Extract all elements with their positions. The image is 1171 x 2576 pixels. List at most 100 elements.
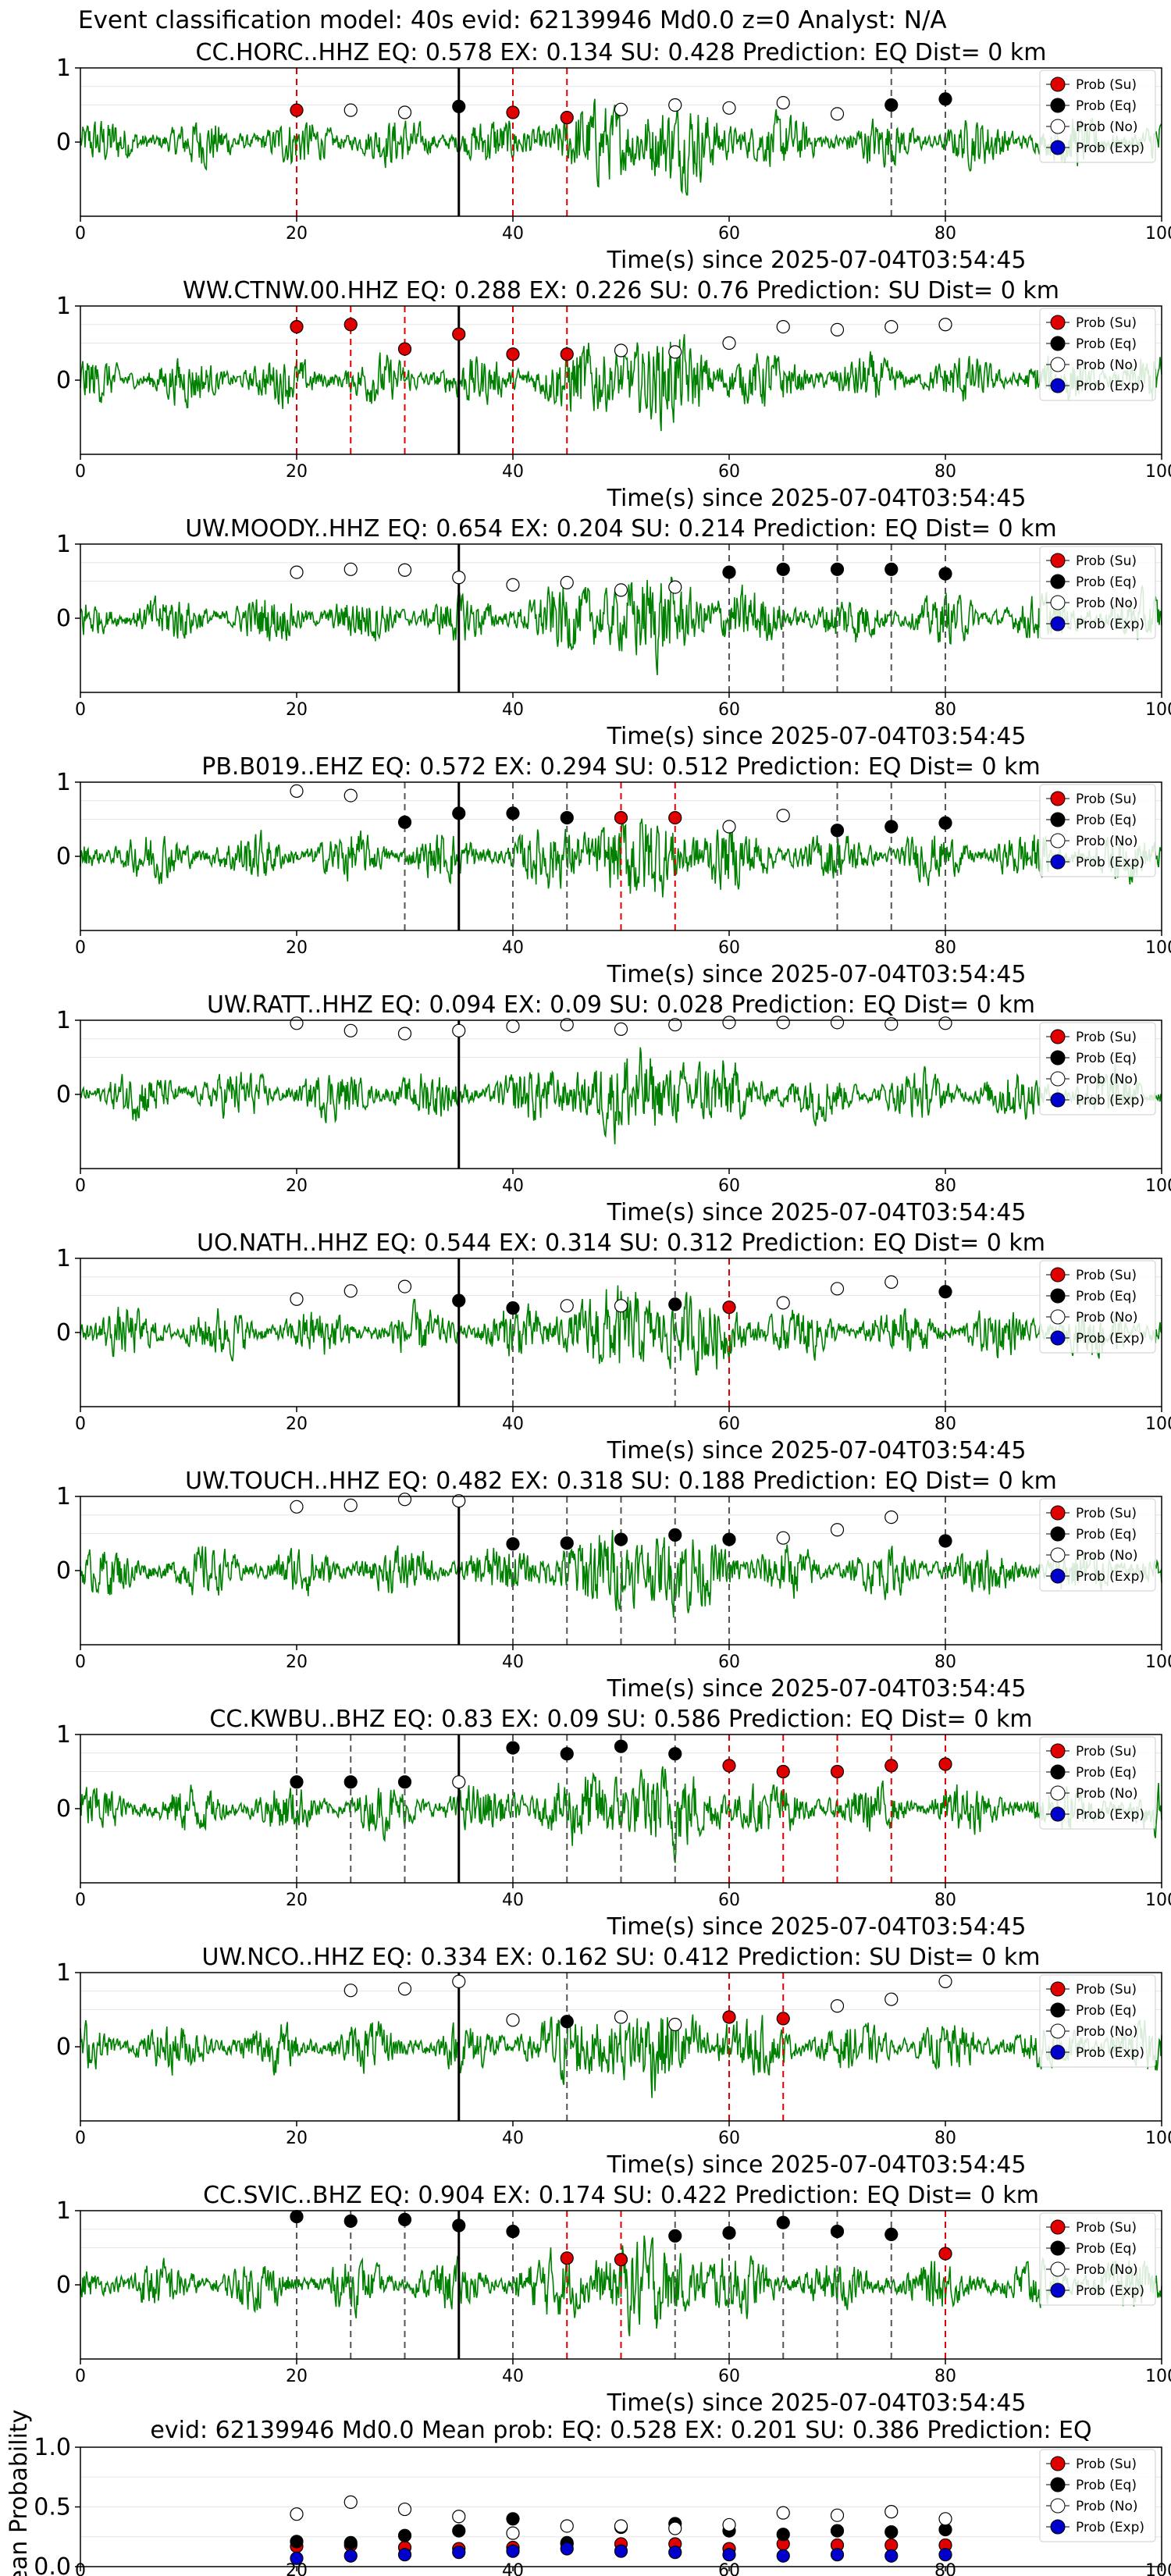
x-tick-label: 100 [1145, 2561, 1171, 2576]
mean-point-eq [290, 2535, 304, 2549]
legend-marker-no [1050, 2023, 1066, 2039]
legend-label-no: Prob (No) [1076, 119, 1138, 135]
legend-marker-exp [1050, 2044, 1066, 2060]
x-tick-label: 100 [1145, 224, 1171, 244]
prob-point-no [290, 784, 304, 799]
station-panel: CC.SVIC..BHZ EQ: 0.904 EX: 0.174 SU: 0.4… [56, 2182, 1171, 2417]
station-panel: UW.RATT..HHZ EQ: 0.094 EX: 0.09 SU: 0.02… [56, 991, 1171, 1226]
y-tick-label: 0 [56, 129, 71, 156]
mean-point-eq [397, 2528, 412, 2542]
panel-title: UW.TOUCH..HHZ EQ: 0.482 EX: 0.318 SU: 0.… [185, 1468, 1057, 1495]
legend-marker-no [1050, 119, 1066, 134]
x-tick-label: 20 [286, 2129, 308, 2148]
legend-box [1039, 69, 1156, 163]
legend-box [1039, 546, 1156, 639]
prob-point-no [614, 1022, 628, 1037]
x-tick-label: 0 [75, 462, 86, 482]
legend-marker-no [1050, 833, 1066, 849]
waveform-trace [80, 334, 1162, 432]
legend-marker-su [1050, 1981, 1066, 1997]
prob-point-no [830, 1016, 845, 1030]
x-tick-label: 100 [1145, 462, 1171, 482]
figure-title: Event classification model: 40s evid: 62… [78, 6, 947, 34]
waveform-trace [80, 98, 1162, 196]
waveform-trace [80, 1529, 1162, 1618]
x-axis-label: Time(s) since 2025-07-04T03:54:45 [607, 723, 1027, 750]
panel-title: CC.HORC..HHZ EQ: 0.578 EX: 0.134 SU: 0.4… [196, 39, 1047, 66]
x-tick-label: 0 [75, 224, 86, 244]
prob-point-su [614, 810, 628, 825]
legend-marker-no [1050, 595, 1066, 610]
legend-marker-no [1050, 1309, 1066, 1325]
prob-point-eq [884, 820, 899, 834]
x-tick-label: 80 [934, 1891, 956, 1910]
prob-point-no [290, 1016, 304, 1030]
prob-point-eq [884, 562, 899, 576]
prob-point-eq [668, 2229, 682, 2243]
mean-point-no [668, 2521, 682, 2535]
mean-point-exp [506, 2544, 520, 2558]
x-tick-label: 0 [75, 1653, 86, 1672]
legend-marker-no [1050, 357, 1066, 372]
legend-label-no: Prob (No) [1076, 1072, 1138, 1087]
prob-point-no [776, 1016, 790, 1030]
mean-point-no [722, 2517, 736, 2532]
prob-point-eq [452, 806, 466, 820]
prob-point-no [452, 1494, 466, 1508]
legend-marker-exp [1050, 1806, 1066, 1822]
legend-marker-su [1050, 1267, 1066, 1283]
legend-label-exp: Prob (Exp) [1076, 2283, 1144, 2299]
panel-title: WW.CTNW.00.HHZ EQ: 0.288 EX: 0.226 SU: 0… [183, 277, 1059, 304]
legend-box [1039, 2212, 1156, 2306]
y-tick-label: 1 [56, 769, 71, 796]
prob-point-su [560, 2251, 574, 2265]
prob-point-su [290, 103, 304, 117]
x-tick-label: 40 [502, 2367, 524, 2386]
x-tick-label: 80 [934, 1414, 956, 1434]
prob-point-eq [722, 1532, 736, 1546]
y-tick-label: 0 [56, 605, 71, 632]
legend-marker-su [1050, 76, 1066, 92]
panel-title: UW.RATT..HHZ EQ: 0.094 EX: 0.09 SU: 0.02… [207, 991, 1035, 1019]
y-tick-label: 0.5 [34, 2494, 71, 2521]
legend-box [1039, 2449, 1156, 2542]
x-tick-label: 20 [286, 1891, 308, 1910]
prob-point-no [614, 1299, 628, 1313]
prob-point-eq [668, 1528, 682, 1542]
y-tick-label: 1.0 [34, 2434, 71, 2461]
x-tick-label: 80 [934, 2561, 956, 2576]
prob-point-eq [938, 816, 952, 830]
prob-point-no [884, 1510, 899, 1525]
legend-marker-eq [1050, 1764, 1066, 1780]
legend-label-no: Prob (No) [1076, 2262, 1138, 2278]
x-tick-label: 20 [286, 224, 308, 244]
x-axis-label: Time(s) since 2025-07-04T03:54:45 [607, 961, 1027, 988]
y-tick-label: 0 [56, 843, 71, 870]
x-tick-label: 80 [934, 2129, 956, 2148]
prob-point-su [776, 1764, 790, 1779]
prob-point-no [668, 2017, 682, 2032]
legend-marker-exp [1050, 140, 1066, 155]
panel-title: CC.KWBU..BHZ EQ: 0.83 EX: 0.09 SU: 0.586… [209, 1706, 1032, 1733]
legend-label-no: Prob (No) [1076, 358, 1138, 373]
x-tick-label: 40 [502, 700, 524, 720]
legend-label-su: Prob (Su) [1076, 1030, 1137, 1045]
prob-point-eq [452, 1293, 466, 1308]
prob-point-su [830, 1764, 845, 1779]
legend-label-exp: Prob (Exp) [1076, 1569, 1144, 1585]
mean-point-exp [668, 2546, 682, 2560]
prob-point-su [938, 1757, 952, 1771]
x-axis-label: Time(s) since 2025-07-04T03:54:45 [607, 1675, 1027, 1703]
panel-title: UO.NATH..HHZ EQ: 0.544 EX: 0.314 SU: 0.3… [197, 1229, 1045, 1257]
prob-point-eq [938, 92, 952, 106]
legend-label-eq: Prob (Eq) [1076, 813, 1137, 828]
x-tick-label: 40 [502, 462, 524, 482]
prob-point-no [452, 1974, 466, 1988]
x-axis-label: Time(s) since 2025-07-04T03:54:45 [607, 2151, 1027, 2179]
station-panel: UW.NCO..HHZ EQ: 0.334 EX: 0.162 SU: 0.41… [56, 1944, 1171, 2179]
x-tick-label: 80 [934, 1176, 956, 1196]
x-axis-label: Time(s) since 2025-07-04T03:54:45 [607, 1437, 1027, 1464]
mean-point-exp [452, 2546, 466, 2560]
prob-point-no [938, 318, 952, 332]
mean-point-exp [938, 2548, 952, 2562]
